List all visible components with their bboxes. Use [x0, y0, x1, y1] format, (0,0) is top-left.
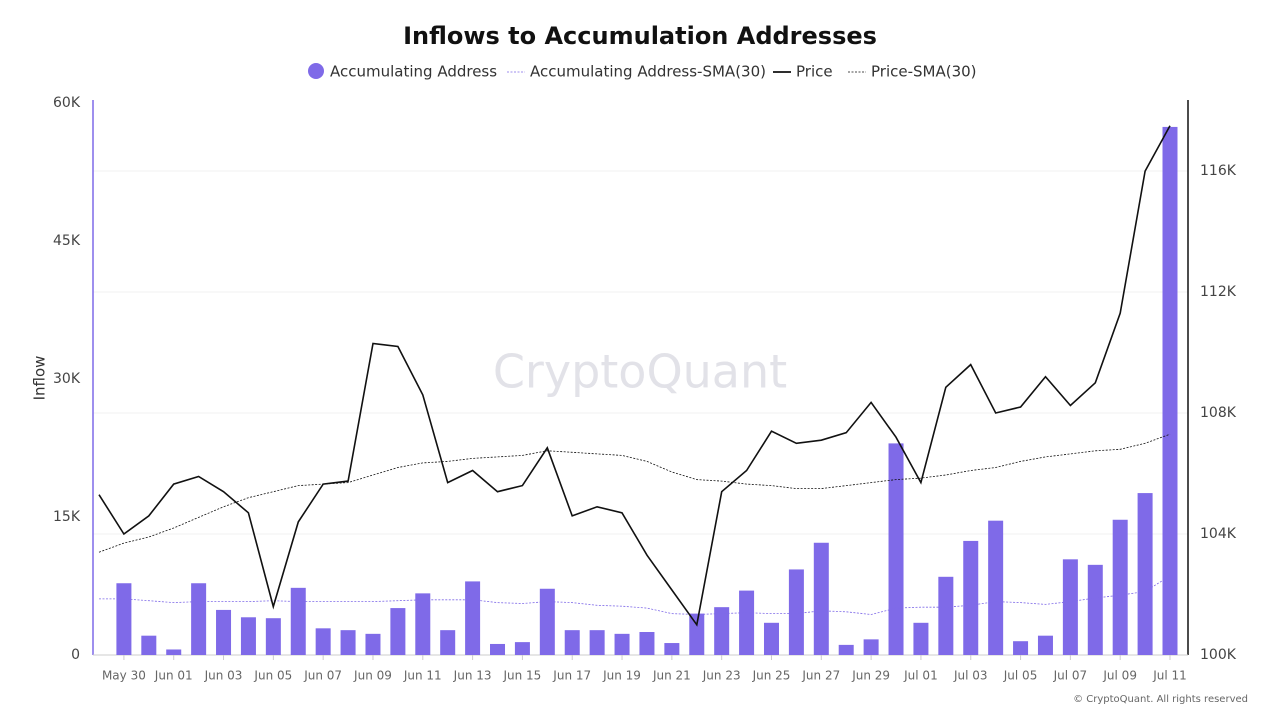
bar	[490, 643, 506, 655]
price-line	[98, 125, 1171, 627]
x-tick-label: Jun 05	[253, 669, 292, 683]
bar	[1137, 493, 1153, 655]
sma-line	[98, 433, 1171, 553]
x-tick-label: Jul 11	[1152, 669, 1187, 683]
bar	[1062, 559, 1078, 655]
bar	[938, 576, 954, 655]
legend-label: Price-SMA(30)	[871, 63, 977, 81]
bar	[265, 618, 281, 655]
bar	[639, 632, 655, 655]
y-axis-label: Inflow	[31, 356, 49, 401]
bar	[365, 633, 381, 655]
x-tick-label: Jul 09	[1102, 669, 1137, 683]
x-tick-label: Jun 17	[552, 669, 591, 683]
bar	[614, 633, 630, 655]
bar	[1037, 635, 1053, 655]
x-tick-label: Jun 13	[453, 669, 492, 683]
bar	[290, 587, 306, 655]
chart-title: Inflows to Accumulation Addresses	[403, 22, 877, 50]
bar	[739, 590, 755, 655]
x-tick-label: Jun 01	[154, 669, 193, 683]
y2-tick-label: 108K	[1200, 405, 1237, 421]
x-tick-label: Jun 27	[801, 669, 840, 683]
sma-line	[99, 575, 1171, 615]
x-tick-label: Jul 05	[1003, 669, 1038, 683]
x-tick-label: Jun 03	[204, 669, 243, 683]
x-tick-label: Jun 07	[303, 669, 342, 683]
legend-label: Accumulating Address-SMA(30)	[530, 63, 766, 81]
x-tick-label: Jul 01	[903, 669, 938, 683]
bar	[539, 588, 555, 655]
legend-swatch	[308, 63, 324, 79]
x-tick-label: Jun 09	[353, 669, 392, 683]
bar	[863, 639, 879, 655]
bar	[340, 630, 356, 655]
y2-tick-label: 116K	[1200, 163, 1237, 179]
x-tick-label: May 30	[102, 669, 146, 683]
x-tick-label: Jul 03	[953, 669, 988, 683]
bar	[166, 649, 182, 655]
bar	[440, 630, 456, 655]
y-tick-label: 15K	[53, 509, 81, 525]
bar	[216, 609, 232, 655]
y2-tick-label: 104K	[1200, 526, 1237, 542]
x-tick-label: Jul 07	[1053, 669, 1088, 683]
bar	[564, 630, 580, 655]
bar	[689, 613, 705, 655]
bar	[788, 569, 804, 655]
bar	[664, 643, 680, 655]
bar	[1087, 564, 1103, 655]
x-tick-label: Jun 29	[851, 669, 890, 683]
bar	[913, 622, 929, 655]
x-tick-label: Jun 11	[403, 669, 442, 683]
y-tick-label: 0	[71, 647, 80, 663]
bar	[1112, 519, 1128, 655]
bar	[390, 608, 406, 655]
x-tick-label: Jun 25	[752, 669, 791, 683]
legend-label: Accumulating Address	[330, 63, 497, 81]
watermark: CryptoQuant	[493, 345, 787, 399]
bar	[813, 542, 829, 655]
y2-tick-label: 112K	[1200, 284, 1237, 300]
bar	[988, 520, 1004, 655]
y2-tick-label: 100K	[1200, 647, 1237, 663]
bar	[191, 583, 207, 655]
bar	[763, 622, 779, 655]
x-tick-label: Jun 21	[652, 669, 691, 683]
footer: © CryptoQuant. All rights reserved	[1073, 694, 1248, 705]
y-tick-label: 30K	[53, 371, 81, 387]
bar	[589, 630, 605, 655]
x-tick-label: Jun 19	[602, 669, 641, 683]
bar	[116, 583, 132, 655]
bar	[1013, 641, 1029, 655]
bar	[415, 593, 431, 655]
y-tick-label: 60K	[53, 95, 81, 111]
bar	[315, 628, 331, 655]
bar	[838, 644, 854, 655]
y-tick-label: 45K	[53, 233, 81, 249]
bar	[963, 540, 979, 655]
bar	[714, 607, 730, 655]
bar	[514, 642, 530, 655]
x-tick-label: Jun 15	[502, 669, 541, 683]
bar	[1162, 126, 1178, 656]
bar	[141, 635, 157, 655]
legend-label: Price	[796, 63, 833, 81]
bar	[888, 443, 904, 655]
x-tick-label: Jun 23	[702, 669, 741, 683]
bar	[465, 581, 481, 655]
bar	[240, 617, 256, 655]
